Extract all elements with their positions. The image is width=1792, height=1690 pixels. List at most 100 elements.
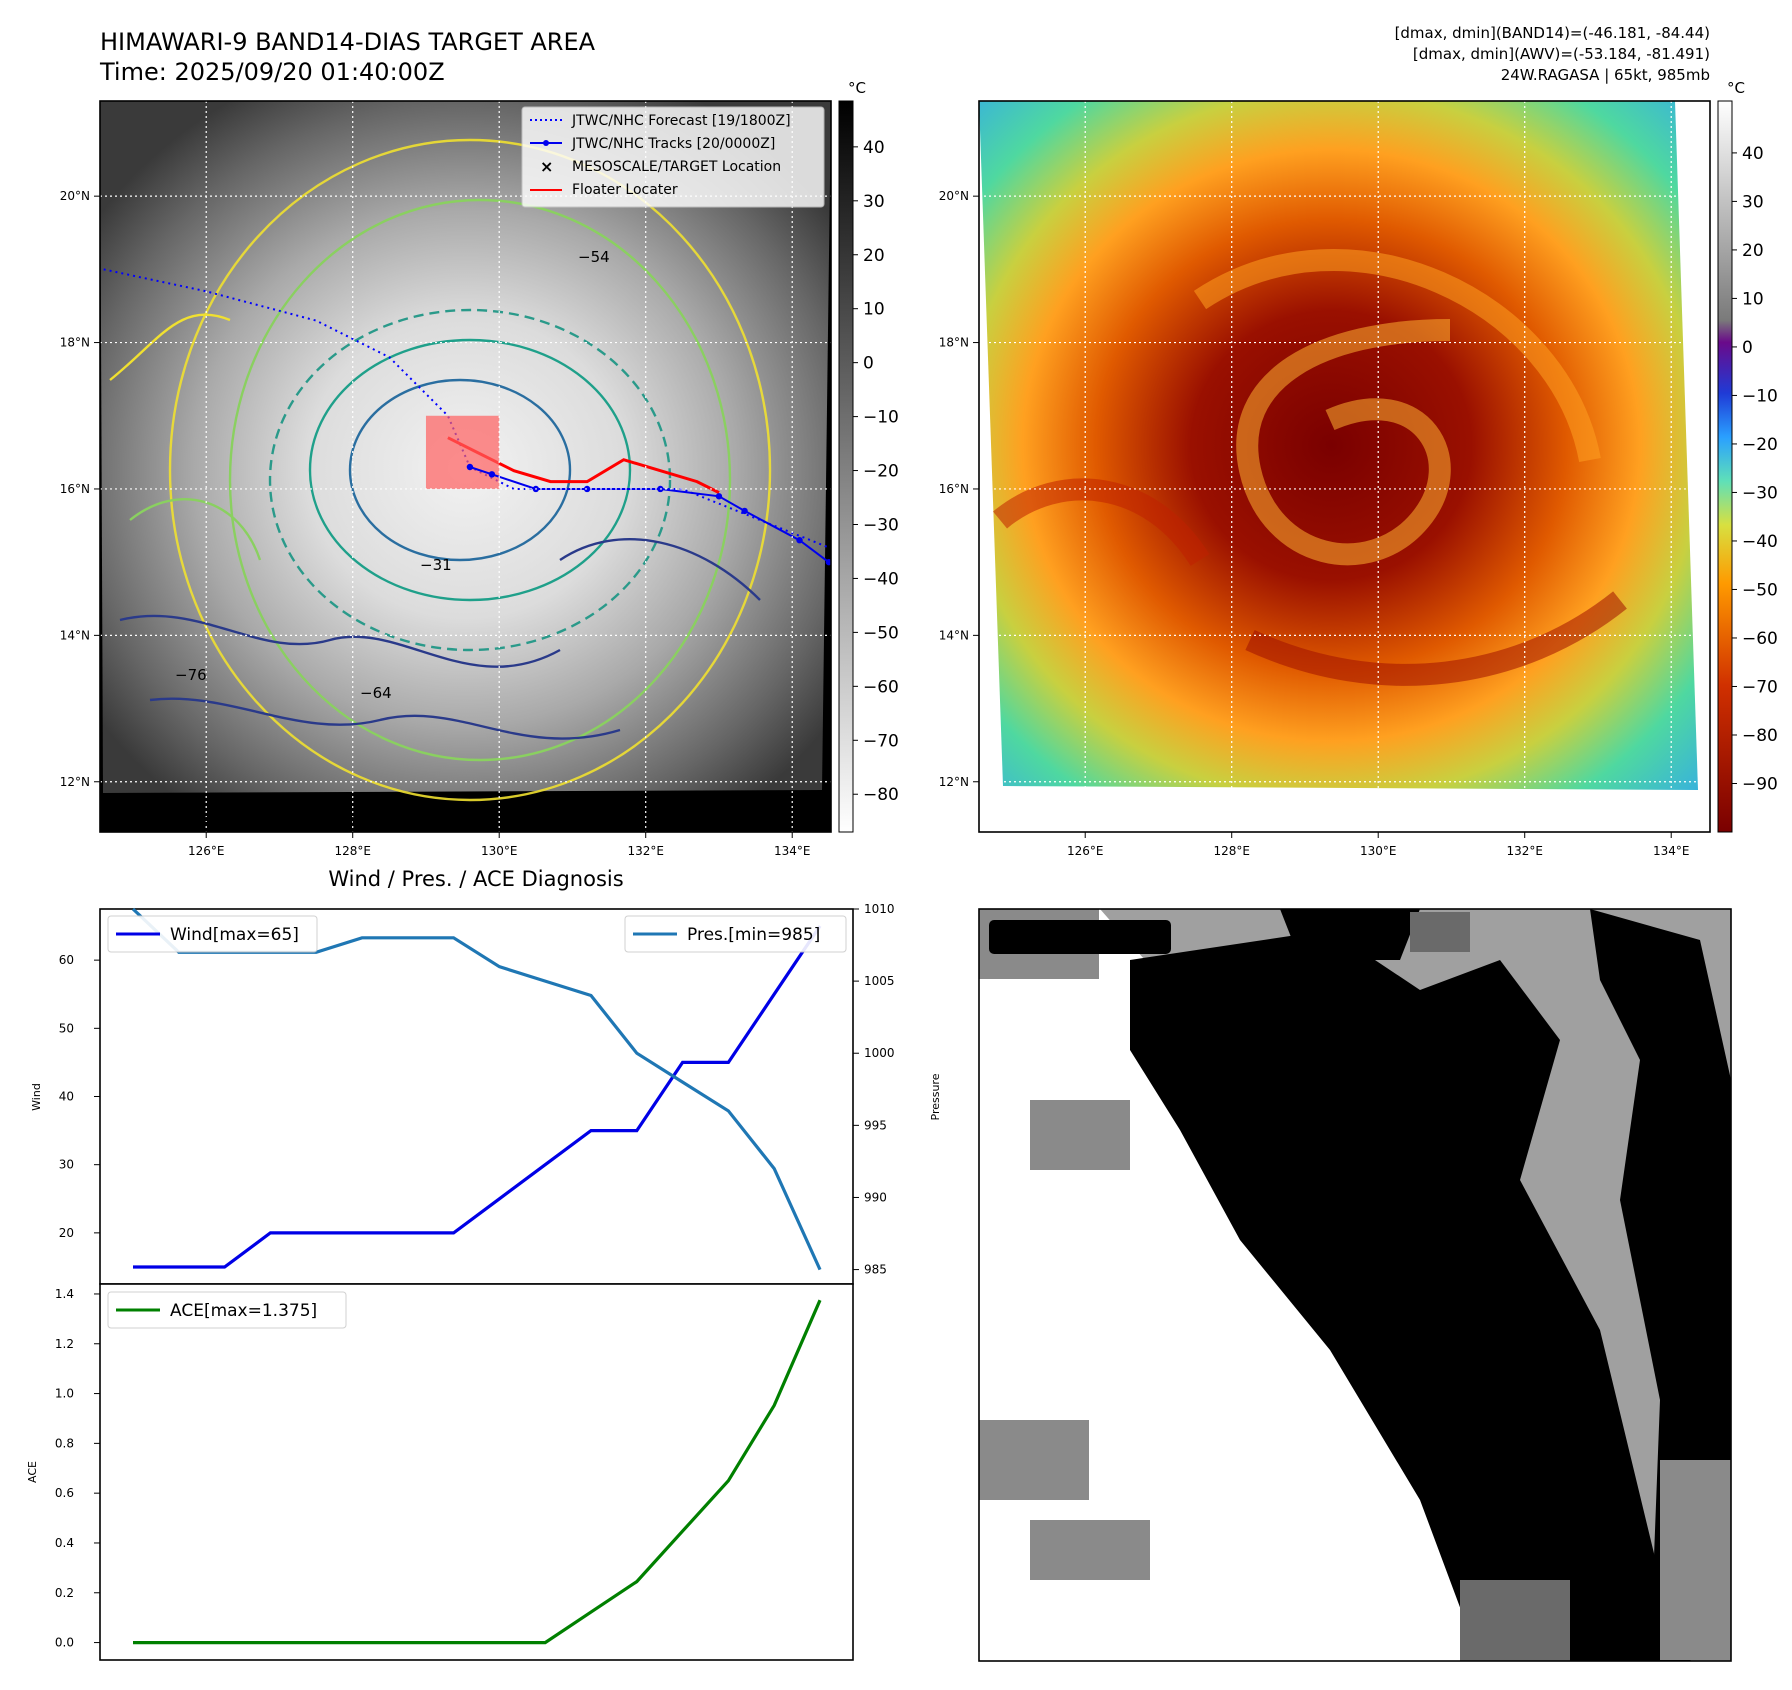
contour-label: −76 [175, 666, 207, 684]
colorbar-tick-label: −50 [863, 623, 899, 643]
wmg-gray-patch [979, 1420, 1089, 1500]
wind-y-ticks: 20 30 40 50 60 [59, 953, 100, 1240]
figure-title: HIMAWARI-9 BAND14-DIAS TARGET AREA [100, 28, 596, 56]
track-point [825, 558, 831, 566]
y-tick-label: 0.6 [55, 1486, 74, 1500]
jtwc-track-points [466, 463, 831, 566]
x-tick-label: 126°E [188, 844, 225, 858]
colorbar-tick-label: −70 [863, 731, 899, 751]
ir-enhanced-swath [979, 101, 1698, 790]
y-tick-label: 1010 [864, 902, 895, 916]
y-tick-labels: 20°N 18°N 16°N 14°N 12°N [60, 189, 100, 789]
wind-axis-label: Wind [30, 1083, 43, 1111]
colorbar-grayscale: °C 40 30 20 10 0 −10 −20 −30 −40 −50 −60 −70 −80 [838, 79, 899, 833]
pressure-axis-label: Pressure [929, 1073, 942, 1120]
legend-target-label: MESOSCALE/TARGET Location [572, 159, 781, 175]
y-tick-label: 1.4 [55, 1287, 74, 1301]
colorbar-tick-label: −30 [1742, 483, 1778, 503]
y-tick-label: 14°N [60, 628, 90, 642]
info-band14-range: [dmax, dmin](BAND14)=(-46.181, -84.44) [1395, 24, 1710, 42]
track-point [741, 507, 748, 515]
colorbar-tick-label: 30 [1742, 192, 1764, 212]
y-tick-label: 16°N [60, 482, 90, 496]
ir-enhanced-panel: 126°E 128°E 130°E 132°E 134°E 20°N 18°N 16°N 14… [939, 100, 1711, 858]
colorbar-tick-label: 10 [863, 300, 885, 320]
y-tick-labels: 20°N 18°N 16°N 14°N 12°N [939, 189, 979, 789]
y-tick-label: 12°N [60, 775, 90, 789]
y-tick-label: 990 [864, 1190, 887, 1204]
track-point [796, 537, 803, 544]
info-awv-range: [dmax, dmin](AWV)=(-53.184, -81.491) [1413, 45, 1710, 63]
ace-panel: 0.0 0.2 0.4 0.6 0.8 1.0 1.2 1.4 ACE ACE[max=1.3… [26, 1283, 854, 1661]
colorbar-unit: °C [1727, 79, 1745, 97]
y-tick-label: 14°N [939, 628, 969, 642]
y-tick-label: 995 [864, 1118, 887, 1132]
y-tick-label: 0.4 [55, 1536, 74, 1550]
track-point [583, 485, 591, 493]
colorbar-tick-label: −60 [1742, 629, 1778, 649]
x-tick-label: 130°E [1360, 844, 1397, 858]
x-tick-label: 128°E [1213, 844, 1250, 858]
y-tick-label: 1000 [864, 1046, 895, 1060]
y-tick-label: 18°N [60, 336, 90, 350]
ace-legend: ACE[max=1.375] [107, 1291, 347, 1329]
awv-contours [109, 138, 772, 802]
legend-forecast-label: JTWC/NHC Forecast [19/1800Z] [571, 113, 791, 129]
y-tick-label: 985 [864, 1263, 887, 1277]
y-tick-label: 0.0 [55, 1636, 74, 1650]
colorbar-tick-label: 0 [1742, 338, 1753, 358]
wind-pressure-panel: Wind / Pres. / ACE Diagnosis 2030405060 … [30, 867, 942, 1285]
colorbar-tick-label: 40 [1742, 144, 1764, 164]
x-tick-label: 134°E [774, 844, 811, 858]
wind-legend: Wind[max=65] [107, 915, 318, 953]
y-tick-label: 20°N [60, 189, 90, 203]
colorbar-tick-label: 30 [863, 192, 885, 212]
wmg-count-text: WMG Count: 0 [998, 927, 1151, 949]
pressure-legend: Pres.[min=985] [624, 915, 847, 953]
x-tick-labels: 126°E 128°E 130°E 132°E 134°E [188, 832, 811, 858]
colorbar-tick-label: −90 [1742, 774, 1778, 794]
wmg-count-badge: WMG Count: 0 [989, 920, 1171, 954]
wmg-dark-patch [1410, 912, 1470, 952]
y-tick-label: 20 [59, 1226, 74, 1240]
colorbar-tick-label: −20 [863, 462, 899, 482]
x-tick-label: 126°E [1067, 844, 1104, 858]
map-gridlines [979, 101, 1710, 832]
colorbar-tick-label: −80 [1742, 726, 1778, 746]
colorbar-tick-label: −30 [863, 515, 899, 535]
wmg-black-top [1280, 909, 1420, 960]
track-point [715, 493, 723, 500]
wmg-dark-patch [1460, 1580, 1570, 1661]
ace-axis-label: ACE [26, 1461, 39, 1483]
x-tick-label: 134°E [1653, 844, 1690, 858]
wmg-gray-patch [1030, 1100, 1130, 1170]
y-tick-label: 16°N [939, 482, 969, 496]
colorbar-enhanced: °C 40 30 20 10 0 −10 −20 −30 −40 −50 −60 −70 −80 −90 [1717, 79, 1778, 833]
contour-label: −31 [420, 556, 452, 574]
colorbar-tick-label: 20 [863, 246, 885, 266]
y-tick-label: 50 [59, 1021, 74, 1035]
wmg-gray-patch [1030, 1520, 1150, 1580]
colorbar-tick-label: −50 [1742, 580, 1778, 600]
colorbar-tick-label: −20 [1742, 435, 1778, 455]
ace-legend-label: ACE[max=1.375] [170, 1301, 317, 1321]
track-point [488, 471, 496, 478]
copyright-text: Copyright © 2020-2025 Dapiya [104, 811, 383, 830]
wind-legend-label: Wind[max=65] [170, 925, 299, 945]
colorbar-tick-label: −10 [863, 408, 899, 428]
x-tick-labels: 126°E 128°E 130°E 132°E 134°E [1067, 832, 1690, 858]
colorbar-tick-label: −40 [863, 569, 899, 589]
track-point [466, 463, 474, 471]
map-legend: JTWC/NHC Forecast [19/1800Z] JTWC/NHC Tr… [521, 106, 825, 208]
info-storm: 24W.RAGASA | 65kt, 985mb [1501, 66, 1710, 84]
y-tick-label: 1.0 [55, 1387, 74, 1401]
x-tick-label: 128°E [334, 844, 371, 858]
wmg-gray-patch [1660, 1460, 1731, 1660]
colorbar-tick-label: 20 [1742, 241, 1764, 261]
wind-series-line [133, 925, 822, 1269]
mesoscale-target-box [425, 415, 500, 489]
colorbar-tick-label: 40 [863, 138, 885, 158]
ace-y-ticks: 0.0 0.2 0.4 0.6 0.8 1.0 1.2 1.4 [55, 1287, 100, 1650]
y-tick-label: 12°N [939, 775, 969, 789]
